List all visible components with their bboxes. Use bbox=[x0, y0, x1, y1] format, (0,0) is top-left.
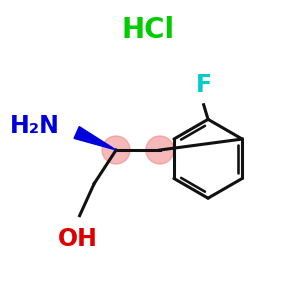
Text: F: F bbox=[196, 74, 212, 98]
Text: OH: OH bbox=[58, 227, 98, 251]
Text: H₂N: H₂N bbox=[10, 114, 60, 138]
Circle shape bbox=[102, 136, 130, 164]
Polygon shape bbox=[74, 127, 116, 150]
Circle shape bbox=[146, 136, 174, 164]
Text: HCl: HCl bbox=[122, 16, 175, 44]
